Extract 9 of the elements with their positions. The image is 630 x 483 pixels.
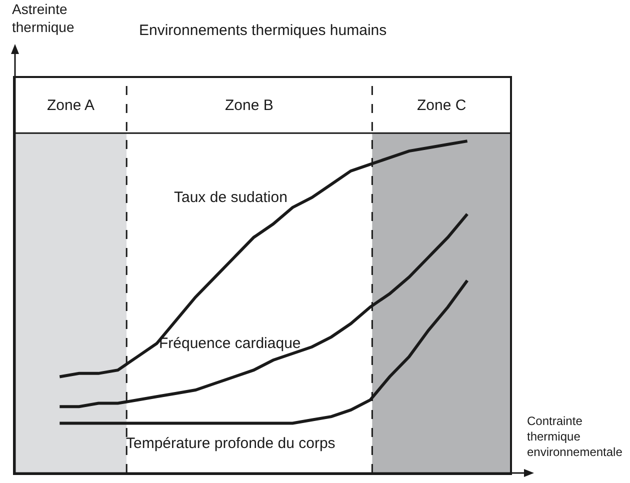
text: Zone B (225, 97, 274, 114)
text: Zone A (47, 97, 95, 114)
x-axis-title: Contrainte thermique environnementale (527, 414, 623, 460)
series-label: Température profonde du corps (126, 435, 336, 452)
series-label: Taux de sudation (174, 189, 288, 206)
text: Astreinte thermique (12, 1, 74, 36)
series-label: Fréquence cardiaque (159, 335, 301, 352)
chart-title: Environnements thermiques humains (139, 22, 387, 39)
text: Zone C (417, 97, 466, 114)
